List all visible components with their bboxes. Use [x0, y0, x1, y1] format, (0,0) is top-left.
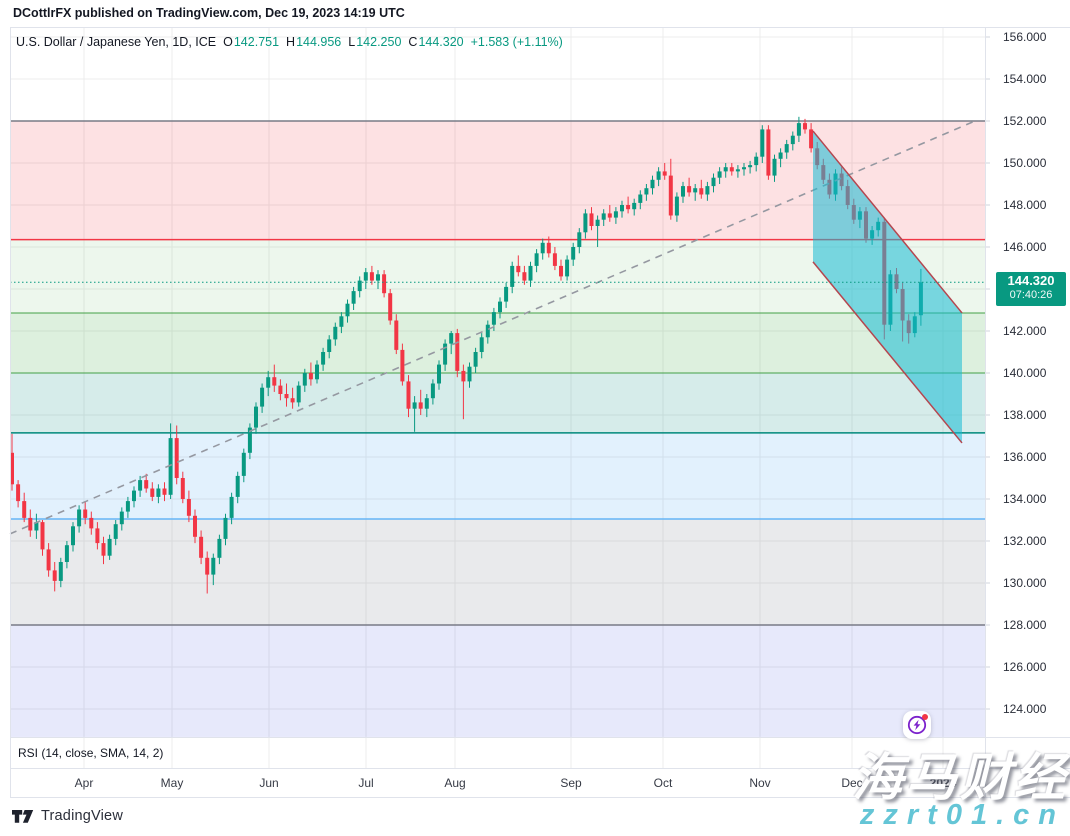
- rsi-indicator-label[interactable]: RSI (14, close, SMA, 14, 2): [18, 746, 164, 760]
- tradingview-logo[interactable]: TradingView: [12, 808, 123, 824]
- legend-open: O 142.751: [223, 35, 280, 49]
- published-line: DCottlrFX published on TradingView.com, …: [13, 6, 405, 20]
- tradingview-brand-text: TradingView: [41, 808, 123, 824]
- legend-high: H 144.956: [286, 35, 342, 49]
- notification-dot-icon: [922, 714, 928, 720]
- symbol-legend[interactable]: U.S. Dollar / Japanese Yen, 1D, ICE O 142…: [16, 35, 563, 49]
- legend-low: L 142.250: [348, 35, 402, 49]
- legend-close: C 144.320: [408, 35, 464, 49]
- chart-bottom-border: [10, 797, 1070, 798]
- chart-left-border: [10, 27, 11, 797]
- flash-button[interactable]: [903, 711, 931, 739]
- chart-top-border: [10, 27, 1070, 28]
- watermark-title: 海马财经: [851, 749, 1068, 806]
- tradingview-mark-icon: [12, 809, 34, 823]
- legend-change: +1.583 (+1.11%): [470, 35, 563, 49]
- rsi-pane-separator[interactable]: [10, 737, 1070, 738]
- lightning-icon: [907, 715, 927, 735]
- current-price: 144.320: [1007, 273, 1055, 288]
- current-price-badge: 144.320 07:40:26: [996, 272, 1066, 306]
- price-zone-bands: [10, 121, 985, 737]
- bar-countdown: 07:40:26: [1009, 289, 1053, 301]
- horizontal-level-lines[interactable]: [10, 120, 985, 626]
- price-axis-separator[interactable]: [985, 27, 986, 797]
- watermark-url: zzrt01.cn: [859, 799, 1065, 831]
- parallel-channel[interactable]: [812, 130, 963, 444]
- time-axis-separator: [10, 768, 1070, 769]
- symbol-title: U.S. Dollar / Japanese Yen, 1D, ICE: [16, 35, 217, 49]
